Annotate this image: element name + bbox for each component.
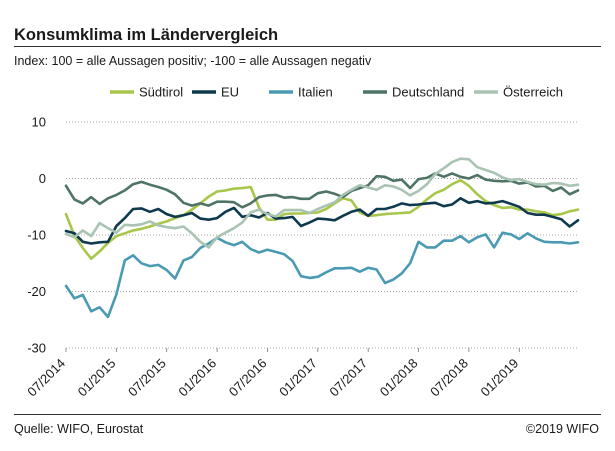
legend-label: Italien	[298, 85, 333, 100]
title-rule	[14, 46, 601, 47]
x-tick-label: 01/2018	[377, 356, 421, 400]
series-line-italien	[64, 231, 580, 319]
source-note: Quelle: WIFO, Eurostat	[14, 422, 144, 436]
x-tick-label: 01/2019	[478, 356, 522, 400]
series-line-südtirol	[64, 178, 580, 261]
y-tick-label: 0	[39, 171, 46, 186]
series-line-deutschland	[64, 172, 580, 209]
x-tick-label: 01/2016	[175, 356, 219, 400]
x-tick-label: 07/2018	[427, 356, 471, 400]
chart-title: Konsumklima im Ländervergleich	[14, 26, 279, 44]
y-tick-label: -10	[27, 228, 46, 243]
legend-label: Österreich	[503, 85, 563, 100]
x-tick-label: 07/2016	[226, 356, 270, 400]
legend-label: Südtirol	[139, 85, 183, 100]
y-tick-label: -20	[27, 284, 46, 299]
legend-label: EU	[221, 85, 239, 100]
x-tick-label: 01/2015	[75, 356, 119, 400]
x-tick-label: 07/2017	[326, 356, 370, 400]
copyright-note: ©2019 WIFO	[525, 422, 599, 436]
x-tick-label: 01/2017	[276, 356, 320, 400]
x-tick-label: 07/2014	[24, 356, 68, 400]
series-line-eu	[64, 197, 580, 245]
x-tick-label: 07/2015	[125, 356, 169, 400]
y-tick-label: -30	[27, 341, 46, 356]
y-tick-label: 10	[32, 115, 46, 130]
series-line-österreich	[64, 157, 580, 249]
chart-subtitle: Index: 100 = alle Aussagen positiv; -100…	[14, 54, 372, 68]
footer-rule	[14, 414, 601, 415]
legend-label: Deutschland	[392, 85, 464, 100]
